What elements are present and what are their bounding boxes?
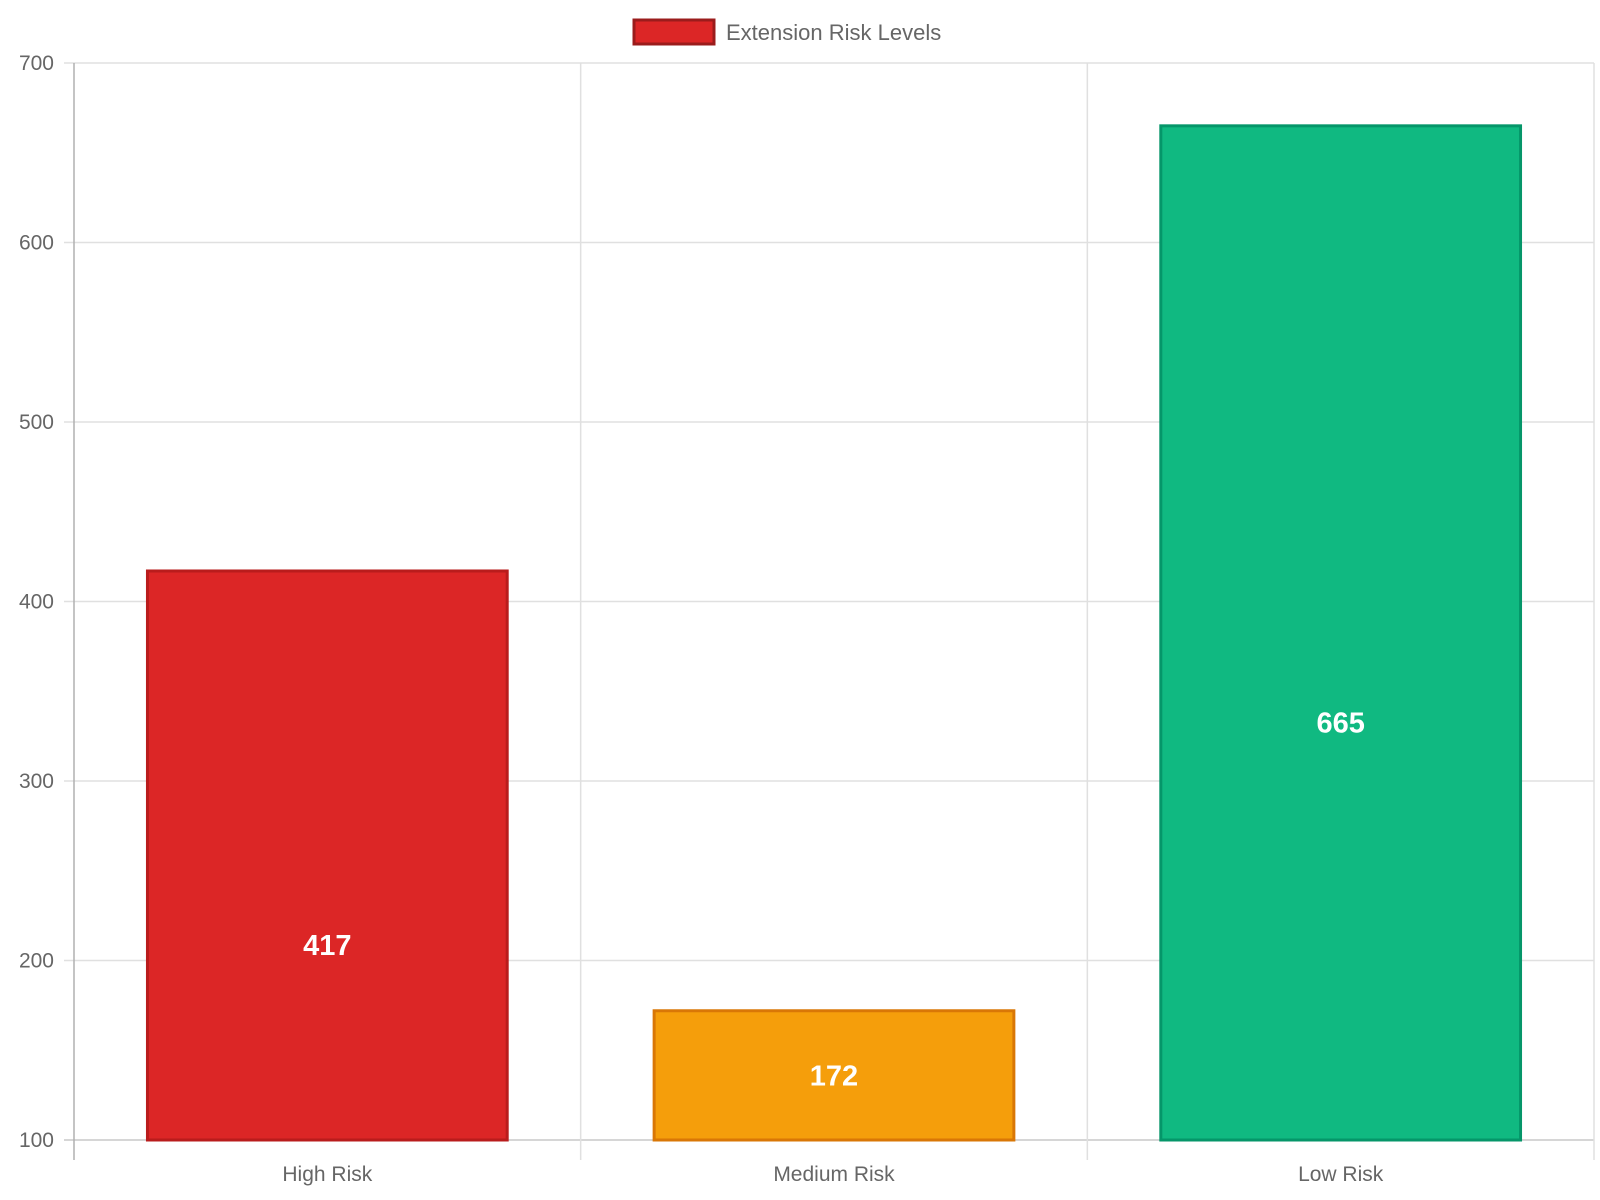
legend-swatch	[632, 18, 716, 46]
bar-low-risk[interactable]	[1159, 124, 1523, 1142]
bar-medium-risk[interactable]	[652, 1009, 1016, 1142]
y-tick-label: 500	[19, 411, 54, 434]
bar-high-risk[interactable]	[145, 569, 509, 1142]
y-tick-label: 100	[19, 1129, 54, 1152]
y-tick-label: 600	[19, 232, 54, 255]
data-label: 172	[810, 1060, 858, 1092]
data-label: 665	[1316, 708, 1364, 740]
legend-label: Extension Risk Levels	[726, 20, 941, 45]
y-tick-label: 300	[19, 770, 54, 793]
labels: 100 200 300 400 500 600 700 High Risk 417 Medium …	[19, 52, 1384, 1186]
legend[interactable]: Extension Risk Levels	[632, 18, 941, 46]
x-tick-label: High Risk	[282, 1163, 372, 1186]
y-tick-label: 200	[19, 950, 54, 973]
data-label: 417	[303, 930, 351, 962]
bars	[145, 124, 1523, 1142]
x-tick-label: Low Risk	[1298, 1163, 1384, 1186]
x-tick-label: Medium Risk	[773, 1163, 895, 1186]
y-tick-label: 400	[19, 591, 54, 614]
y-tick-label: 700	[19, 52, 54, 75]
